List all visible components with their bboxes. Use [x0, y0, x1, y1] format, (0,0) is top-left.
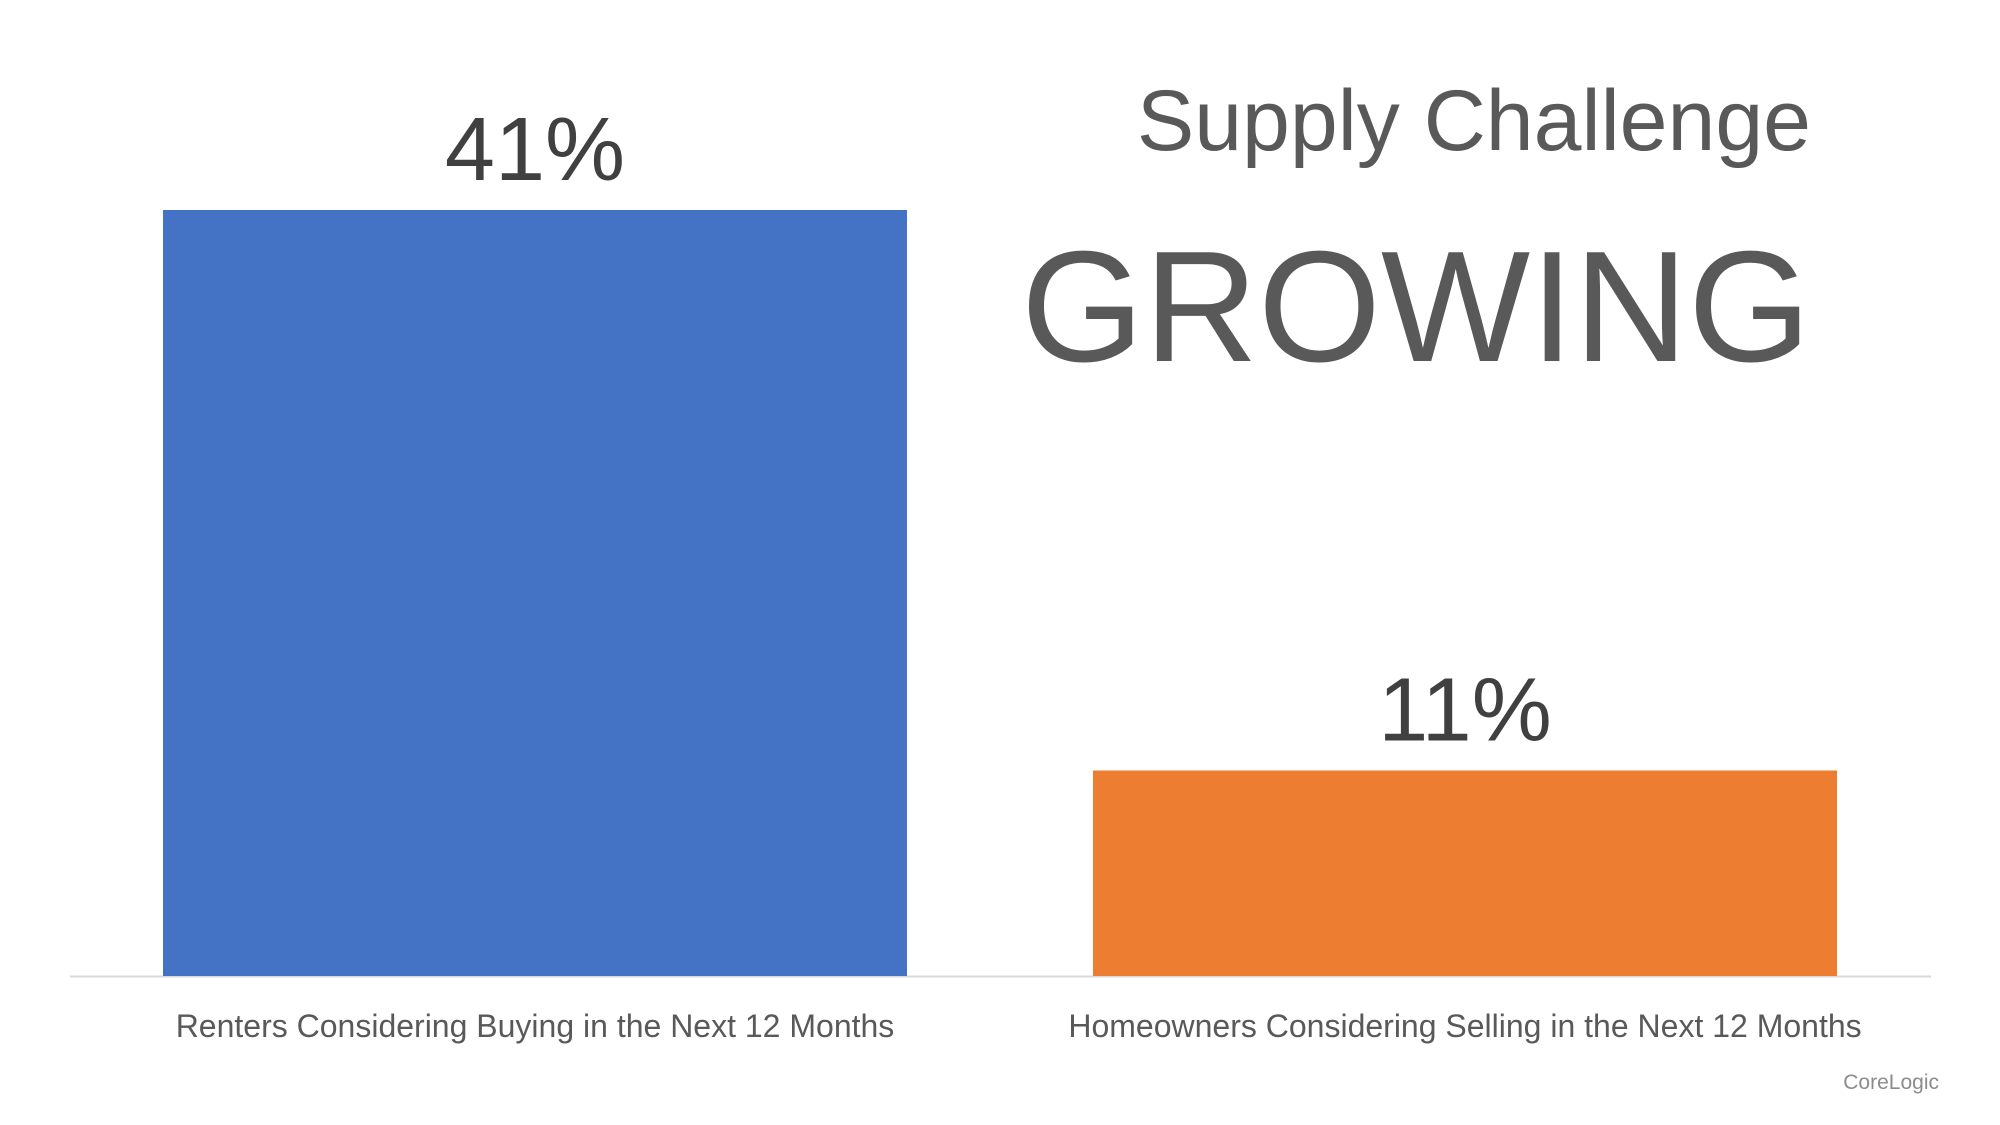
chart-title: Supply Challenge: [1137, 73, 1811, 169]
data-label: 11%: [1378, 660, 1551, 760]
bar: [163, 210, 907, 976]
x-tick-label: Homeowners Considering Selling in the Ne…: [1068, 1008, 1861, 1044]
x-tick-label: Renters Considering Buying in the Next 1…: [176, 1008, 895, 1044]
chart-subtitle: GROWING: [1021, 219, 1811, 395]
data-label: 41%: [445, 100, 625, 200]
source: CoreLogic: [1843, 1071, 1939, 1094]
bar: [1093, 770, 1837, 976]
